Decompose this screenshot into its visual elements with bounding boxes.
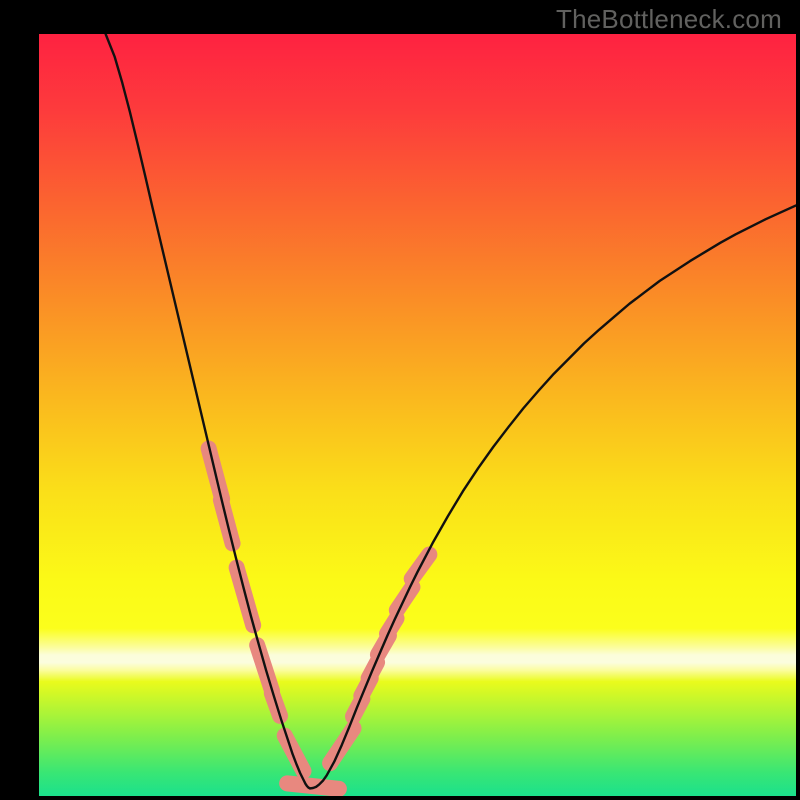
watermark-text: TheBottleneck.com — [556, 4, 782, 35]
plot-surface — [39, 34, 796, 796]
plot-background — [39, 34, 796, 796]
chart-root: TheBottleneck.com — [0, 0, 800, 800]
